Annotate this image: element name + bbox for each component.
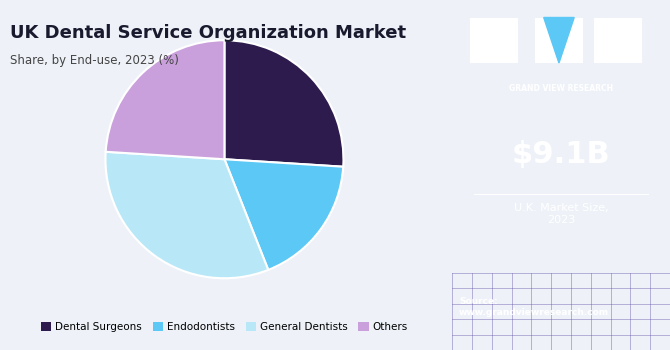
FancyBboxPatch shape (594, 18, 642, 63)
Wedge shape (224, 159, 343, 270)
Text: UK Dental Service Organization Market: UK Dental Service Organization Market (10, 25, 406, 42)
Wedge shape (224, 40, 344, 167)
Text: U.K. Market Size,
2023: U.K. Market Size, 2023 (514, 203, 608, 225)
Text: GRAND VIEW RESEARCH: GRAND VIEW RESEARCH (509, 84, 613, 93)
Polygon shape (544, 18, 574, 63)
Text: Share, by End-use, 2023 (%): Share, by End-use, 2023 (%) (10, 54, 179, 67)
Wedge shape (105, 152, 268, 278)
Legend: Dental Surgeons, Endodontists, General Dentists, Others: Dental Surgeons, Endodontists, General D… (37, 318, 412, 336)
FancyBboxPatch shape (470, 18, 518, 63)
FancyBboxPatch shape (535, 18, 583, 63)
Wedge shape (106, 40, 224, 159)
Text: Source:
www.grandviewresearch.com: Source: www.grandviewresearch.com (459, 298, 609, 317)
Text: $9.1B: $9.1B (512, 140, 610, 169)
